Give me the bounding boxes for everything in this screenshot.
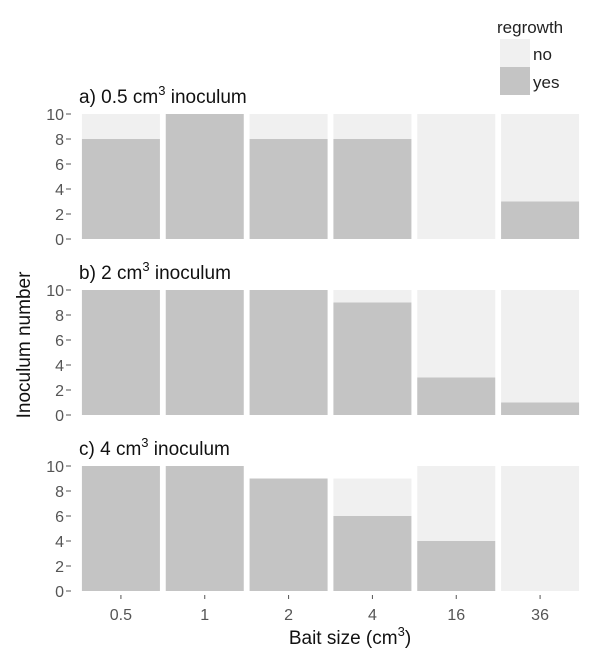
- x-tick-label: 16: [447, 607, 465, 624]
- bar-yes: [165, 466, 244, 591]
- bar-yes: [165, 114, 244, 239]
- bar-yes: [417, 377, 496, 415]
- x-axis-title-main: Bait size (cm: [289, 628, 398, 649]
- bar-yes: [333, 302, 412, 415]
- y-tick-label: 8: [55, 132, 64, 149]
- y-tick-label: 4: [55, 358, 64, 375]
- panel-title-rest: inoculum: [150, 263, 231, 284]
- legend-label-no: no: [533, 45, 552, 64]
- x-axis-title: Bait size (cm3): [289, 624, 411, 649]
- bar-yes: [417, 541, 496, 591]
- bar-yes: [249, 478, 328, 591]
- panel-title: b) 2 cm3 inoculum: [79, 259, 231, 284]
- y-tick-label: 0: [55, 232, 64, 249]
- legend: regrowth no yes: [497, 18, 563, 95]
- panel-title-sup: 3: [158, 83, 165, 98]
- y-tick-label: 10: [46, 107, 64, 124]
- bar-no: [333, 290, 412, 303]
- x-axis-title-sup: 3: [398, 624, 405, 639]
- y-tick-label: 6: [55, 157, 64, 174]
- x-tick-label: 36: [531, 607, 549, 624]
- bar-yes: [333, 139, 412, 239]
- legend-key-no: [500, 39, 530, 67]
- panel-2: b) 2 cm3 inoculum 0 2 4 6 8 10: [46, 259, 580, 425]
- legend-title: regrowth: [497, 18, 563, 37]
- bar-yes: [249, 139, 328, 239]
- bar-yes: [333, 516, 412, 591]
- x-tick-label: 0.5: [110, 607, 132, 624]
- legend-key-yes: [500, 67, 530, 95]
- x-axis: 0.5 1 2 4 16 36: [110, 595, 549, 624]
- bar-no: [81, 114, 160, 139]
- bar-no: [333, 478, 412, 516]
- y-tick-label: 2: [55, 383, 64, 400]
- bar-yes: [81, 290, 160, 415]
- x-tick-label: 4: [368, 607, 377, 624]
- legend-label-yes: yes: [533, 73, 559, 92]
- y-tick-label: 10: [46, 283, 64, 300]
- panel-title: c) 4 cm3 inoculum: [79, 435, 230, 460]
- y-axis-title: Inoculum number: [14, 271, 35, 418]
- bar-no: [417, 290, 496, 378]
- bar-no: [501, 290, 580, 403]
- y-tick-label: 4: [55, 182, 64, 199]
- y-tick-label: 6: [55, 333, 64, 350]
- panel-title-main: c) 4 cm: [79, 439, 141, 460]
- bar-yes: [165, 290, 244, 415]
- panel-title: a) 0.5 cm3 inoculum: [79, 83, 247, 108]
- panel-title-rest: inoculum: [165, 87, 246, 108]
- bar-yes: [249, 290, 328, 415]
- y-tick-label: 8: [55, 484, 64, 501]
- bar-yes: [81, 139, 160, 239]
- y-tick-label: 4: [55, 534, 64, 551]
- bar-no: [249, 114, 328, 139]
- bar-no: [333, 114, 412, 139]
- panel-title-main: b) 2 cm: [79, 263, 142, 284]
- x-tick-label: 2: [284, 607, 293, 624]
- panel-title-rest: inoculum: [149, 439, 230, 460]
- panel-title-main: a) 0.5 cm: [79, 87, 158, 108]
- y-tick-label: 2: [55, 207, 64, 224]
- y-tick-label: 10: [46, 459, 64, 476]
- bar-no: [501, 114, 580, 202]
- panel-3: c) 4 cm3 inoculum 0 2 4 6 8 10: [46, 435, 580, 601]
- bar-no: [417, 114, 496, 239]
- panel-title-sup: 3: [141, 435, 148, 450]
- bar-no: [417, 466, 496, 541]
- panel-1: a) 0.5 cm3 inoculum 0 2 4 6 8 10: [46, 83, 580, 249]
- x-tick-label: 1: [200, 607, 209, 624]
- bar-yes: [501, 402, 580, 415]
- y-tick-label: 8: [55, 308, 64, 325]
- y-tick-label: 6: [55, 509, 64, 526]
- bar-no: [501, 466, 580, 591]
- bar-yes: [501, 201, 580, 239]
- bar-yes: [81, 466, 160, 591]
- x-axis-title-end: ): [405, 628, 411, 649]
- y-tick-label: 0: [55, 584, 64, 601]
- panel-title-sup: 3: [142, 259, 149, 274]
- y-tick-label: 2: [55, 559, 64, 576]
- y-tick-label: 0: [55, 408, 64, 425]
